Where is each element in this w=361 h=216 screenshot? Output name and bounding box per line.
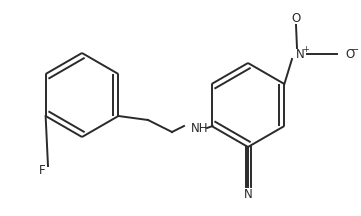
Text: N: N: [296, 48, 304, 60]
Text: O: O: [291, 13, 301, 25]
Text: NH: NH: [191, 121, 209, 135]
Text: +: +: [303, 44, 309, 54]
Text: F: F: [39, 164, 45, 176]
Text: O: O: [345, 48, 354, 60]
Text: −: −: [351, 45, 359, 55]
Text: N: N: [244, 189, 252, 202]
